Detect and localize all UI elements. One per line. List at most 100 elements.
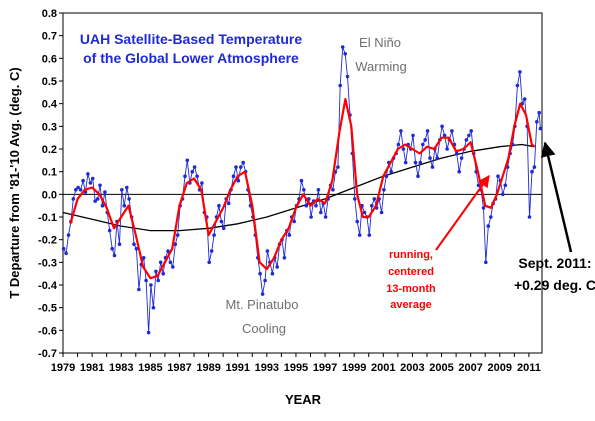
- x-tick-label: 1981: [80, 362, 104, 374]
- x-tick-label: 2007: [458, 362, 482, 374]
- monthly-point: [518, 70, 522, 74]
- x-tick-label: 1987: [167, 362, 191, 374]
- monthly-point: [86, 172, 90, 176]
- monthly-point: [486, 224, 491, 228]
- monthly-point: [323, 215, 328, 219]
- monthly-point: [440, 124, 444, 129]
- monthly-point: [435, 156, 440, 160]
- monthly-point: [207, 260, 211, 265]
- monthly-point: [78, 188, 83, 192]
- monthly-point: [241, 160, 245, 165]
- monthly-point: [367, 233, 372, 237]
- x-tick-label: 2003: [400, 362, 424, 374]
- monthly-point: [396, 142, 401, 147]
- running-label-line4: average: [390, 299, 432, 311]
- running-mean-series: [69, 98, 536, 280]
- monthly-point: [117, 242, 122, 246]
- monthly-point: [61, 246, 66, 251]
- monthly-point: [149, 283, 153, 287]
- monthly-point: [530, 169, 534, 174]
- monthly-point: [195, 174, 199, 178]
- monthly-point: [430, 165, 435, 169]
- monthly-point: [112, 253, 117, 258]
- x-tick-label: 1989: [196, 362, 220, 374]
- monthly-point: [282, 255, 287, 260]
- monthly-point: [173, 242, 178, 246]
- monthly-point: [219, 219, 224, 224]
- monthly-point: [416, 174, 420, 178]
- y-tick-label: 0.4: [42, 99, 58, 111]
- monthly-point: [192, 165, 197, 169]
- monthly-point: [401, 147, 406, 151]
- y-tick-label: -0.5: [38, 303, 57, 315]
- monthly-point: [156, 278, 160, 283]
- y-tick-label: -0.6: [38, 325, 57, 337]
- y-tick-label: -0.3: [38, 257, 57, 269]
- monthly-point: [362, 210, 367, 215]
- x-tick-label: 1979: [51, 362, 75, 374]
- monthly-point: [357, 233, 362, 237]
- running-mean-line: [69, 98, 536, 280]
- x-tick-label: 1993: [255, 362, 279, 374]
- monthly-point: [442, 133, 447, 138]
- monthly-point: [428, 156, 432, 160]
- monthly-point: [171, 265, 175, 269]
- monthly-point: [236, 178, 241, 183]
- running-arrow: [435, 175, 490, 251]
- monthly-point: [459, 156, 464, 160]
- monthly-point: [389, 169, 394, 174]
- monthly-point: [183, 174, 187, 178]
- monthly-point: [190, 169, 195, 174]
- y-tick-label: 0.1: [42, 167, 57, 179]
- pinatubo-label-line1: Mt. Pinatubo: [226, 297, 299, 312]
- monthly-point: [64, 251, 68, 256]
- x-tick-label: 2011: [517, 362, 541, 374]
- monthly-point: [258, 271, 262, 276]
- monthly-point: [137, 287, 141, 292]
- monthly-point: [496, 174, 500, 178]
- monthly-point: [537, 110, 541, 115]
- monthly-point: [340, 45, 345, 49]
- monthly-point: [275, 265, 280, 269]
- monthly-point: [532, 165, 537, 169]
- monthly-point: [100, 203, 105, 208]
- monthly-point: [302, 188, 306, 192]
- monthly-point: [144, 278, 148, 283]
- chart-title-line1: UAH Satellite-Based Temperature: [80, 31, 302, 47]
- monthly-point: [66, 233, 71, 237]
- monthly-point: [239, 165, 243, 169]
- x-tick-label: 1995: [284, 362, 308, 374]
- monthly-point: [481, 206, 486, 210]
- monthly-point: [98, 183, 102, 188]
- monthly-point: [355, 219, 360, 224]
- running-label-line1: running,: [389, 249, 433, 261]
- y-axis-title: T Departure from '81-'10 Avg. (deg. C): [7, 67, 22, 298]
- monthly-point: [445, 147, 449, 151]
- monthly-point: [535, 120, 539, 124]
- monthly-point: [166, 249, 170, 253]
- chart-title-line2: of the Global Lower Atmosphere: [83, 50, 299, 66]
- trend-curve: [62, 143, 535, 232]
- x-tick-label: 1991: [225, 362, 249, 374]
- x-tick-label: 2005: [429, 362, 453, 374]
- monthly-point: [260, 292, 265, 296]
- latest-label-line2: +0.29 deg. C: [514, 277, 595, 293]
- monthly-point: [141, 255, 146, 260]
- monthly-point: [399, 129, 403, 133]
- monthly-point: [522, 97, 527, 101]
- monthly-point: [304, 203, 309, 208]
- monthly-point: [200, 181, 204, 185]
- monthly-point: [484, 260, 488, 265]
- x-tick-label: 1983: [109, 362, 133, 374]
- monthly-point: [331, 188, 335, 192]
- monthly-point: [270, 271, 275, 276]
- y-tick-label: 0.3: [42, 121, 57, 133]
- monthly-point: [287, 233, 292, 237]
- monthly-point: [110, 246, 114, 251]
- y-tick-label: -0.2: [38, 235, 57, 247]
- y-axis-ticks: 0.8 0.7 0.6 0.5 0.4 0.3 0.2 0.1 0.0 -0.1 -0.2 -0.3 -…: [38, 8, 63, 360]
- monthly-point: [319, 210, 323, 215]
- monthly-point: [467, 133, 471, 138]
- monthly-point: [464, 138, 469, 142]
- x-tick-label: 2001: [371, 362, 395, 374]
